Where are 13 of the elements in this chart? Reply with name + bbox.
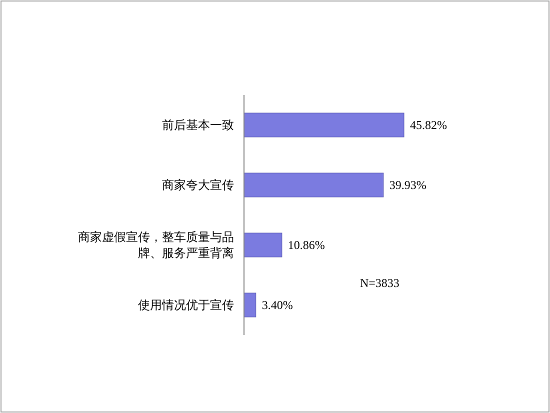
annotation: N=3833 xyxy=(360,276,400,290)
y-tick-label: 商家虚假宣传，整车质量与品牌、服务严重背离 xyxy=(78,230,234,260)
data-label: 3.40% xyxy=(262,298,293,312)
bar xyxy=(244,232,282,258)
bar xyxy=(244,172,384,198)
data-label: 10.86% xyxy=(288,238,325,252)
bar xyxy=(244,112,404,138)
y-tick-label: 商家夸大宣传 xyxy=(162,178,234,192)
data-label: 45.82% xyxy=(410,118,447,132)
data-label: 39.93% xyxy=(389,178,426,192)
y-tick-label: 使用情况优于宣传 xyxy=(138,298,234,312)
y-tick-label: 前后基本一致 xyxy=(162,118,234,132)
bar xyxy=(244,292,256,318)
